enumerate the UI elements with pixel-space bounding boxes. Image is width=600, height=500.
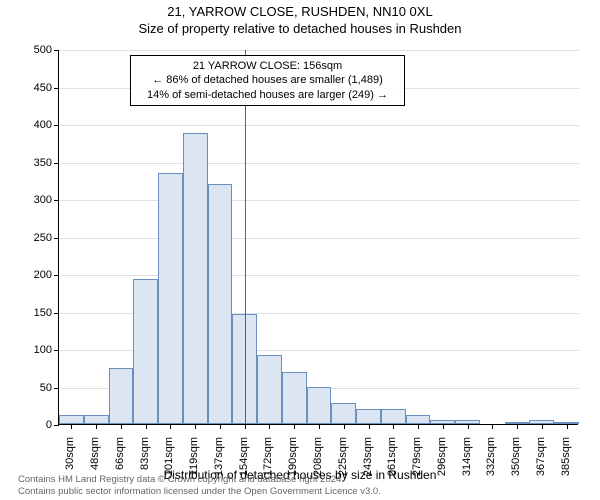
xtick-label: 332sqm (485, 437, 497, 487)
ytick-mark (54, 50, 59, 51)
ytick-mark (54, 275, 59, 276)
histogram-bar (84, 415, 109, 424)
histogram-bar (331, 403, 356, 424)
histogram-bar (356, 409, 381, 424)
ytick-label: 450 (12, 82, 52, 94)
ytick-label: 400 (12, 119, 52, 131)
xtick-mark (294, 424, 295, 429)
xtick-label: 83sqm (139, 437, 151, 487)
ytick-mark (54, 388, 59, 389)
xtick-mark (369, 424, 370, 429)
ytick-mark (54, 313, 59, 314)
xtick-mark (418, 424, 419, 429)
reference-line (245, 50, 246, 424)
ytick-label: 0 (12, 419, 52, 431)
xtick-mark (443, 424, 444, 429)
gridline-h (59, 163, 579, 164)
address-title: 21, YARROW CLOSE, RUSHDEN, NN10 0XL (0, 0, 600, 19)
annotation-line3: 14% of semi-detached houses are larger (… (137, 88, 398, 102)
xtick-label: 66sqm (114, 437, 126, 487)
plot-area (58, 50, 578, 425)
xtick-label: 279sqm (411, 437, 423, 487)
ytick-mark (54, 425, 59, 426)
ytick-label: 500 (12, 44, 52, 56)
ytick-mark (54, 350, 59, 351)
chart-area (58, 50, 578, 425)
ytick-mark (54, 163, 59, 164)
histogram-bar (257, 355, 282, 424)
xtick-mark (269, 424, 270, 429)
xtick-mark (245, 424, 246, 429)
gridline-h (59, 125, 579, 126)
xtick-mark (121, 424, 122, 429)
xtick-label: 225sqm (337, 437, 349, 487)
xtick-mark (319, 424, 320, 429)
xtick-mark (492, 424, 493, 429)
xtick-label: 119sqm (188, 437, 200, 487)
xtick-label: 190sqm (287, 437, 299, 487)
xtick-mark (542, 424, 543, 429)
ytick-label: 150 (12, 307, 52, 319)
ytick-label: 250 (12, 232, 52, 244)
xtick-label: 208sqm (312, 437, 324, 487)
ytick-label: 50 (12, 382, 52, 394)
xtick-mark (170, 424, 171, 429)
xtick-mark (517, 424, 518, 429)
xtick-label: 314sqm (461, 437, 473, 487)
annotation-line2: ← 86% of detached houses are smaller (1,… (137, 73, 398, 87)
histogram-bar (158, 173, 183, 424)
xtick-label: 172sqm (262, 437, 274, 487)
ytick-mark (54, 200, 59, 201)
xtick-label: 350sqm (510, 437, 522, 487)
ytick-label: 300 (12, 194, 52, 206)
gridline-h (59, 238, 579, 239)
xtick-label: 261sqm (386, 437, 398, 487)
xtick-label: 137sqm (213, 437, 225, 487)
xtick-label: 385sqm (560, 437, 572, 487)
histogram-bar (109, 368, 134, 424)
xtick-label: 48sqm (89, 437, 101, 487)
xtick-label: 367sqm (535, 437, 547, 487)
xtick-label: 243sqm (362, 437, 374, 487)
xtick-label: 296sqm (436, 437, 448, 487)
xtick-label: 154sqm (238, 437, 250, 487)
ytick-mark (54, 125, 59, 126)
histogram-bar (381, 409, 406, 424)
footer-line2: Contains public sector information licen… (18, 486, 381, 498)
histogram-bar (183, 133, 208, 424)
histogram-bar (133, 279, 158, 424)
xtick-mark (96, 424, 97, 429)
histogram-bar (307, 387, 332, 425)
xtick-mark (220, 424, 221, 429)
histogram-bar (282, 372, 307, 425)
ytick-mark (54, 238, 59, 239)
xtick-label: 30sqm (64, 437, 76, 487)
ytick-label: 200 (12, 269, 52, 281)
annotation-line1: 21 YARROW CLOSE: 156sqm (137, 59, 398, 73)
subtitle: Size of property relative to detached ho… (0, 19, 600, 36)
ytick-label: 350 (12, 157, 52, 169)
ytick-label: 100 (12, 344, 52, 356)
gridline-h (59, 200, 579, 201)
xtick-mark (393, 424, 394, 429)
gridline-h (59, 50, 579, 51)
histogram-bar (208, 184, 233, 424)
gridline-h (59, 275, 579, 276)
xtick-mark (195, 424, 196, 429)
xtick-mark (146, 424, 147, 429)
xtick-mark (468, 424, 469, 429)
histogram-bar (406, 415, 431, 424)
xtick-mark (71, 424, 72, 429)
ytick-mark (54, 88, 59, 89)
xtick-mark (567, 424, 568, 429)
annotation-box: 21 YARROW CLOSE: 156sqm ← 86% of detache… (130, 55, 405, 106)
xtick-mark (344, 424, 345, 429)
histogram-bar (59, 415, 84, 424)
xtick-label: 101sqm (163, 437, 175, 487)
